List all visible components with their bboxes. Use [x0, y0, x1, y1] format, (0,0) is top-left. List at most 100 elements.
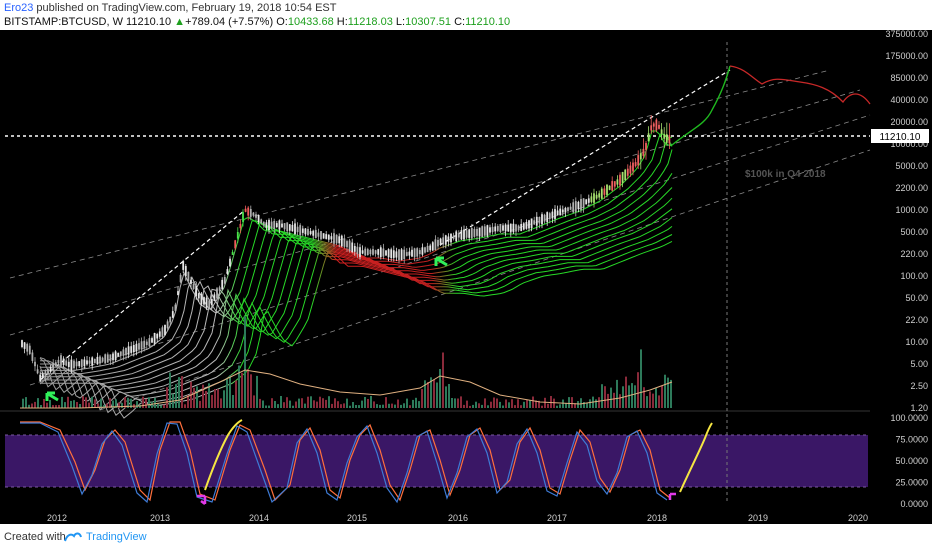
candle-body: [270, 221, 273, 229]
volume-bar: [487, 405, 489, 408]
candle-body: [255, 214, 257, 218]
candle-body: [340, 235, 343, 247]
candle-body: [450, 233, 452, 243]
candle-body: [307, 229, 309, 235]
candle-body: [57, 359, 60, 364]
volume-bar: [106, 403, 108, 408]
candle-body: [489, 227, 491, 233]
symbol-label[interactable]: BITSTAMP:BTCUSD, W: [4, 16, 123, 28]
volume-bar: [298, 398, 300, 408]
tradingview-brand[interactable]: TradingView: [86, 531, 147, 543]
volume-bar: [649, 391, 651, 408]
candle-body: [130, 346, 133, 353]
volume-bar: [490, 401, 492, 408]
volume-bar: [55, 405, 57, 408]
volume-bar: [553, 398, 555, 408]
tradingview-logo-icon[interactable]: [64, 530, 82, 544]
candle-body: [320, 231, 322, 240]
volume-bar: [142, 396, 144, 408]
author-link[interactable]: Ero23: [4, 2, 34, 14]
candle-body: [78, 361, 81, 367]
candle-body: [569, 206, 572, 210]
candle-body: [369, 249, 372, 255]
chart-area[interactable]: $100k in Q4 2018 375000.00 175000.00 85000…: [0, 29, 932, 524]
candle-body: [411, 249, 413, 257]
volume-bar: [496, 398, 498, 408]
price-tick: 1000.00: [895, 205, 928, 215]
volume-bar: [463, 404, 465, 408]
volume-bar: [472, 404, 474, 408]
volume-bar: [616, 379, 618, 408]
volume-bar: [583, 402, 585, 408]
candle-body: [249, 209, 252, 217]
price-axis[interactable]: 375000.00 175000.00 85000.00 40000.00 20000.…: [885, 29, 928, 413]
volume-bar: [25, 397, 27, 408]
candle-body: [621, 172, 624, 183]
candle-body: [455, 231, 458, 242]
volume-bar: [52, 405, 54, 408]
oscillator-axis[interactable]: 100.0000 75.0000 50.0000 25.0000 0.0000: [890, 413, 928, 509]
volume-bar: [379, 404, 381, 408]
candle-body: [125, 348, 127, 356]
volume-bar: [220, 398, 222, 408]
candle-body: [158, 331, 161, 337]
candle-body: [268, 219, 270, 230]
price-tick: 40000.00: [890, 95, 928, 105]
candle-body: [580, 199, 582, 210]
candle-body: [452, 235, 455, 239]
candle-body: [283, 223, 286, 230]
volume-bar: [217, 389, 219, 408]
volume-bar: [262, 400, 264, 408]
volume-bar: [112, 400, 114, 408]
volume-bar: [475, 401, 477, 408]
candle-body: [239, 223, 242, 229]
candle-body: [507, 224, 510, 232]
candle-body: [353, 246, 356, 252]
candle-body: [437, 240, 439, 247]
volume-bar: [199, 400, 201, 408]
last-price: 11210.10: [126, 16, 172, 28]
candle-body: [416, 248, 419, 257]
volume-bar: [637, 372, 639, 408]
volume-bar: [160, 405, 162, 408]
volume-bar: [610, 387, 612, 408]
candle-body: [187, 271, 190, 282]
volume-bar: [88, 402, 90, 408]
price-chart-svg[interactable]: $100k in Q4 2018 375000.00 175000.00 85000…: [0, 29, 932, 524]
candle-body: [117, 352, 120, 357]
volume-bar: [205, 391, 207, 408]
volume-bar: [364, 397, 366, 408]
candle-body: [491, 226, 494, 233]
volume-bar: [259, 398, 261, 408]
candle-body: [174, 304, 177, 311]
volume-bar: [211, 394, 213, 408]
candle-body: [60, 355, 62, 366]
candle-body: [192, 283, 195, 290]
volume-bar: [628, 385, 630, 408]
candle-body: [88, 360, 91, 364]
candle-body: [200, 293, 203, 305]
candle-body: [366, 249, 369, 255]
volume-bar: [235, 380, 237, 408]
candle-body: [335, 234, 338, 244]
candle-body: [512, 223, 515, 233]
volume-bar: [226, 378, 228, 408]
projection-red-path: [729, 65, 871, 105]
time-axis[interactable]: 2012 2013 2014 2015 2016 2017 2018 2019 2020: [0, 508, 932, 524]
current-price-tag: [871, 129, 929, 143]
volume-bar: [430, 377, 432, 408]
candle-body: [164, 324, 166, 336]
price-tick: 20000.00: [890, 117, 928, 127]
volume-bar: [157, 403, 159, 408]
candle-body: [476, 229, 478, 236]
volume-bar: [208, 383, 210, 408]
close-value: 11210.10: [465, 16, 511, 28]
volume-bar: [508, 402, 510, 408]
candle-body: [567, 207, 569, 211]
candle-body: [208, 300, 211, 309]
candle-body: [67, 361, 70, 367]
candle-body: [39, 374, 42, 382]
time-tick: 2014: [249, 513, 269, 523]
volume-bar: [253, 395, 255, 408]
volume-bar: [631, 383, 633, 408]
